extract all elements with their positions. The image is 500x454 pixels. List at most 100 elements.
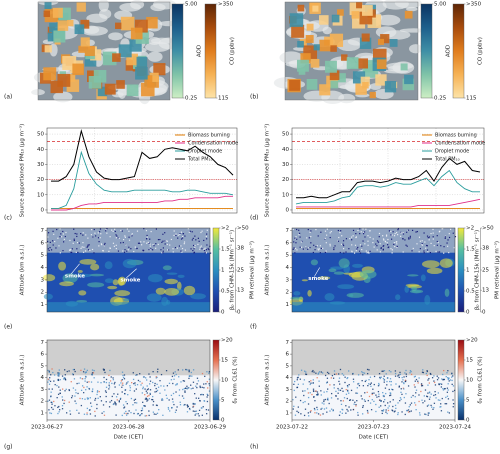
texture xyxy=(162,414,164,416)
texture xyxy=(166,385,169,387)
y-tick-label: 10 xyxy=(282,192,289,198)
texture xyxy=(338,258,350,269)
texture xyxy=(113,393,115,395)
texture xyxy=(84,398,86,400)
texture xyxy=(347,386,349,388)
texture xyxy=(427,392,429,394)
texture xyxy=(358,250,361,252)
colorbar-tick-label: 0.5 xyxy=(466,289,475,295)
y-tick-label: 4 xyxy=(286,265,290,271)
texture xyxy=(201,386,203,389)
texture xyxy=(426,395,428,397)
texture xyxy=(162,265,172,271)
texture xyxy=(293,291,301,296)
texture xyxy=(170,238,173,241)
texture xyxy=(380,247,382,250)
texture xyxy=(436,375,438,377)
colorbar-tick-label: >350 xyxy=(466,2,482,8)
y-tick-label: 40 xyxy=(282,147,289,153)
colorbar-tick-label: 115 xyxy=(218,96,229,102)
texture xyxy=(414,380,416,382)
annotation: smoke xyxy=(120,277,140,283)
texture xyxy=(143,405,145,407)
texture xyxy=(322,247,324,249)
texture xyxy=(118,384,121,386)
texture xyxy=(166,240,168,242)
texture xyxy=(196,377,199,379)
texture xyxy=(373,383,375,386)
texture xyxy=(303,394,305,397)
texture xyxy=(188,377,190,380)
legend-label: Condensation mode xyxy=(435,141,485,147)
texture xyxy=(161,241,163,243)
texture xyxy=(346,384,349,387)
retrieval-pixel xyxy=(359,37,372,50)
texture xyxy=(386,412,388,415)
texture xyxy=(404,402,407,404)
texture xyxy=(120,397,122,400)
texture xyxy=(108,384,110,386)
texture xyxy=(352,263,363,268)
texture xyxy=(62,273,78,284)
texture xyxy=(348,392,350,394)
texture xyxy=(81,385,84,387)
texture xyxy=(98,245,100,247)
texture xyxy=(183,404,185,406)
texture xyxy=(171,375,174,378)
texture xyxy=(50,412,53,415)
texture xyxy=(82,234,84,236)
texture xyxy=(42,274,56,282)
texture xyxy=(366,409,369,412)
texture xyxy=(384,404,386,407)
texture xyxy=(378,384,380,386)
texture xyxy=(99,231,101,233)
texture xyxy=(104,242,106,245)
texture xyxy=(305,247,307,249)
texture xyxy=(96,391,99,393)
texture xyxy=(375,403,377,406)
texture xyxy=(121,371,124,373)
texture xyxy=(87,397,90,400)
texture xyxy=(318,248,321,250)
texture xyxy=(440,386,443,388)
texture xyxy=(178,245,181,247)
texture xyxy=(379,377,381,380)
texture xyxy=(200,231,202,234)
texture xyxy=(128,239,131,241)
texture xyxy=(173,375,176,377)
texture xyxy=(372,242,374,244)
texture xyxy=(122,404,125,406)
texture xyxy=(70,248,72,251)
retrieval-pixel xyxy=(384,81,397,93)
texture xyxy=(64,379,67,381)
texture xyxy=(61,236,63,238)
texture xyxy=(49,380,52,383)
texture xyxy=(328,402,330,405)
texture xyxy=(376,245,378,247)
texture xyxy=(307,396,310,399)
texture xyxy=(57,372,59,374)
texture xyxy=(105,230,107,232)
texture xyxy=(433,375,435,377)
texture xyxy=(203,248,205,250)
texture xyxy=(405,375,408,378)
texture xyxy=(423,395,425,397)
texture xyxy=(382,391,384,394)
texture xyxy=(91,248,94,251)
texture xyxy=(193,248,195,250)
texture xyxy=(362,228,364,230)
texture xyxy=(57,375,59,377)
texture xyxy=(317,249,320,251)
texture xyxy=(297,406,299,408)
texture xyxy=(351,251,353,253)
texture xyxy=(102,250,104,252)
texture xyxy=(427,412,430,414)
texture xyxy=(141,382,143,384)
texture xyxy=(76,248,78,250)
texture xyxy=(58,245,60,247)
texture xyxy=(393,411,396,413)
texture xyxy=(435,250,437,252)
texture xyxy=(339,389,342,391)
texture xyxy=(363,399,366,401)
texture xyxy=(103,414,106,416)
